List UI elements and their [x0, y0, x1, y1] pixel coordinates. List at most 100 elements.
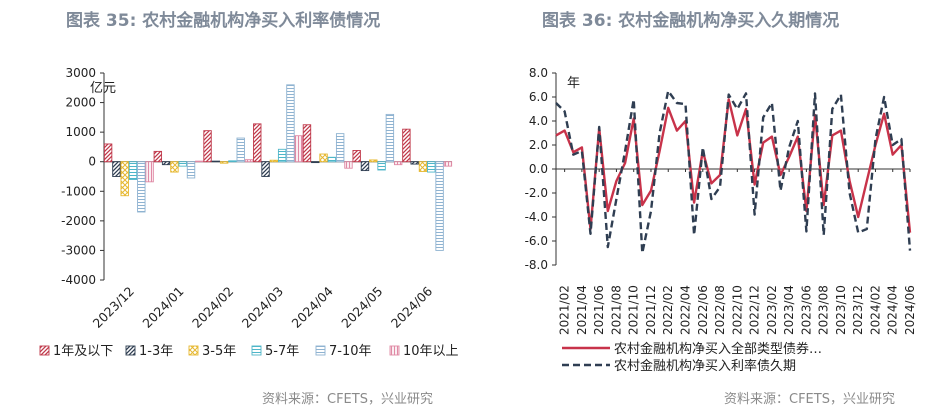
left-y-tick-label: 2000 [65, 96, 96, 110]
legend-label-1-3年: 1-3年 [139, 344, 173, 359]
bar-5-7年-2024/03 [277, 148, 287, 163]
right-y-tick-label: -4.0 [525, 210, 548, 224]
bar-5-7年-2023/12 [128, 161, 138, 180]
right-x-tick-label: 2022/10 [730, 285, 744, 335]
right-x-tick-label: 2023/12 [851, 285, 865, 335]
left-y-unit-label: 亿元 [90, 81, 116, 96]
bar-1-3年-2023/12 [112, 161, 121, 177]
right-chart-title: 图表 36: 农村金融机构净买入久期情况 [542, 11, 840, 31]
bar-3-5年-2023/12 [120, 161, 129, 197]
right-y-tick-label: -6.0 [525, 234, 548, 248]
bar-1年及以下-2024/01 [153, 150, 163, 163]
right-x-tick-label: 2024/04 [886, 285, 900, 335]
right-x-tick-label: 2021/08 [609, 285, 623, 335]
bar-1-3年-2024/03 [261, 161, 270, 177]
right-y-tick-label: -2.0 [525, 186, 548, 200]
bar-5-7年-2024/06 [427, 161, 436, 173]
bar-1年及以下-2024/02 [203, 130, 212, 163]
bar-7-10年-2024/05 [385, 113, 395, 163]
bar-1年及以下-2023/12 [103, 143, 113, 163]
right-x-tick-label: 2021/06 [592, 285, 606, 335]
legend-swatch-1-3年 [125, 345, 136, 356]
right-x-tick-label: 2021/12 [644, 285, 658, 335]
bar-10年以上-2024/06 [443, 161, 453, 167]
right-x-tick-label: 2024/06 [903, 285, 917, 335]
bar-5-7年-2024/02 [228, 160, 237, 163]
right-x-tick-label: 2022/06 [696, 285, 710, 335]
legend-swatch-3-5年 [188, 345, 199, 356]
bar-1年及以下-2024/06 [402, 128, 411, 163]
left-x-tick-label: 2024/04 [289, 283, 336, 330]
left-x-tick-label: 2024/05 [338, 284, 385, 331]
bar-3-5年-2024/05 [369, 159, 378, 163]
bar-1-3年-2024/05 [360, 161, 370, 172]
right-source-note: 资料来源：CFETS，兴业研究 [724, 392, 895, 407]
legend-swatch-7-10年 [315, 345, 326, 356]
left-y-tick-label: -1000 [61, 184, 96, 198]
bar-10年以上-2024/02 [244, 159, 254, 163]
bar-5-7年-2024/05 [377, 161, 386, 171]
right-x-tick-label: 2021/10 [627, 285, 641, 335]
right-x-tick-label: 2023/04 [782, 285, 796, 335]
bar-5-7年-2024/01 [178, 161, 187, 167]
bar-1-3年-2024/04 [311, 161, 320, 164]
right-x-tick-label: 2022/04 [679, 285, 693, 335]
right-x-tick-label: 2023/02 [765, 285, 779, 335]
left-chart-title: 图表 35: 农村金融机构净买入利率债情况 [66, 11, 381, 31]
bar-10年以上-2024/03 [294, 135, 303, 163]
bar-5-7年-2024/04 [327, 156, 337, 163]
right-x-tick-label: 2023/10 [834, 285, 848, 335]
left-x-tick-label: 2023/12 [90, 284, 137, 331]
bar-10年以上-2023/12 [145, 161, 154, 183]
legend-label-7-10年: 7-10年 [329, 344, 372, 359]
bar-1年及以下-2024/04 [302, 124, 312, 163]
left-y-tick-label: 1000 [65, 125, 96, 139]
right-x-tick-label: 2021/02 [558, 285, 572, 335]
bar-1年及以下-2024/03 [253, 123, 262, 163]
left-source-note: 资料来源：CFETS，兴业研究 [262, 392, 433, 407]
right-x-tick-label: 2021/04 [575, 285, 589, 335]
left-x-tick-label: 2024/01 [139, 284, 186, 331]
bar-7-10年-2024/04 [335, 133, 345, 163]
left-bar-chart: 3000 2000 1000 0 -1000 -2000 -3000 -4000 亿元 2023/… [39, 66, 459, 359]
bar-1-3年-2024/01 [161, 161, 171, 166]
legend-label-1年及以下: 1年及以下 [53, 344, 113, 359]
bar-7-10年-2024/02 [236, 137, 245, 163]
legend-label-10年以上: 10年以上 [403, 344, 459, 359]
legend-label-0: 农村金融机构净买入全部类型债券… [614, 341, 822, 357]
series-line-all-bonds [555, 98, 912, 233]
bar-7-10年-2024/01 [186, 161, 196, 179]
right-y-tick-label: 6.0 [529, 90, 548, 104]
bar-1-3年-2024/02 [211, 160, 221, 163]
right-y-tick-label: 4.0 [529, 114, 548, 128]
bar-10年以上-2024/01 [195, 160, 204, 163]
legend-label-3-5年: 3-5年 [202, 344, 236, 359]
bar-10年以上-2024/04 [344, 161, 353, 169]
right-y-tick-label: -8.0 [525, 258, 548, 272]
bar-7-10年-2024/03 [286, 84, 295, 163]
left-x-tick-label: 2024/02 [189, 284, 236, 331]
right-y-tick-label: 2.0 [529, 138, 548, 152]
right-y-tick-label: 0.0 [529, 162, 548, 176]
legend-swatch-10年以上 [389, 345, 400, 356]
bar-3-5年-2024/04 [319, 153, 328, 163]
right-x-tick-label: 2022/02 [661, 285, 675, 335]
left-y-tick-label: -3000 [61, 243, 96, 257]
left-x-tick-label: 2024/06 [388, 283, 435, 330]
bar-3-5年-2024/02 [219, 161, 229, 164]
bar-10年以上-2024/05 [393, 161, 403, 166]
bar-3-5年-2024/03 [269, 159, 279, 163]
left-y-tick-label: -2000 [61, 214, 96, 228]
bar-3-5年-2024/01 [170, 161, 179, 173]
right-x-tick-label: 2022/12 [748, 285, 762, 335]
left-y-tick-label: -4000 [61, 273, 96, 287]
bar-1年及以下-2024/05 [352, 150, 361, 163]
left-y-tick-label: 3000 [65, 66, 96, 80]
bar-7-10年-2024/06 [435, 161, 444, 251]
right-x-tick-label: 2023/06 [799, 285, 813, 335]
legend-swatch-5-7年 [251, 345, 262, 356]
right-x-tick-label: 2023/08 [817, 285, 831, 335]
legend-label-1: 农村金融机构净买入利率债久期 [614, 358, 796, 374]
bar-1-3年-2024/06 [410, 161, 419, 165]
